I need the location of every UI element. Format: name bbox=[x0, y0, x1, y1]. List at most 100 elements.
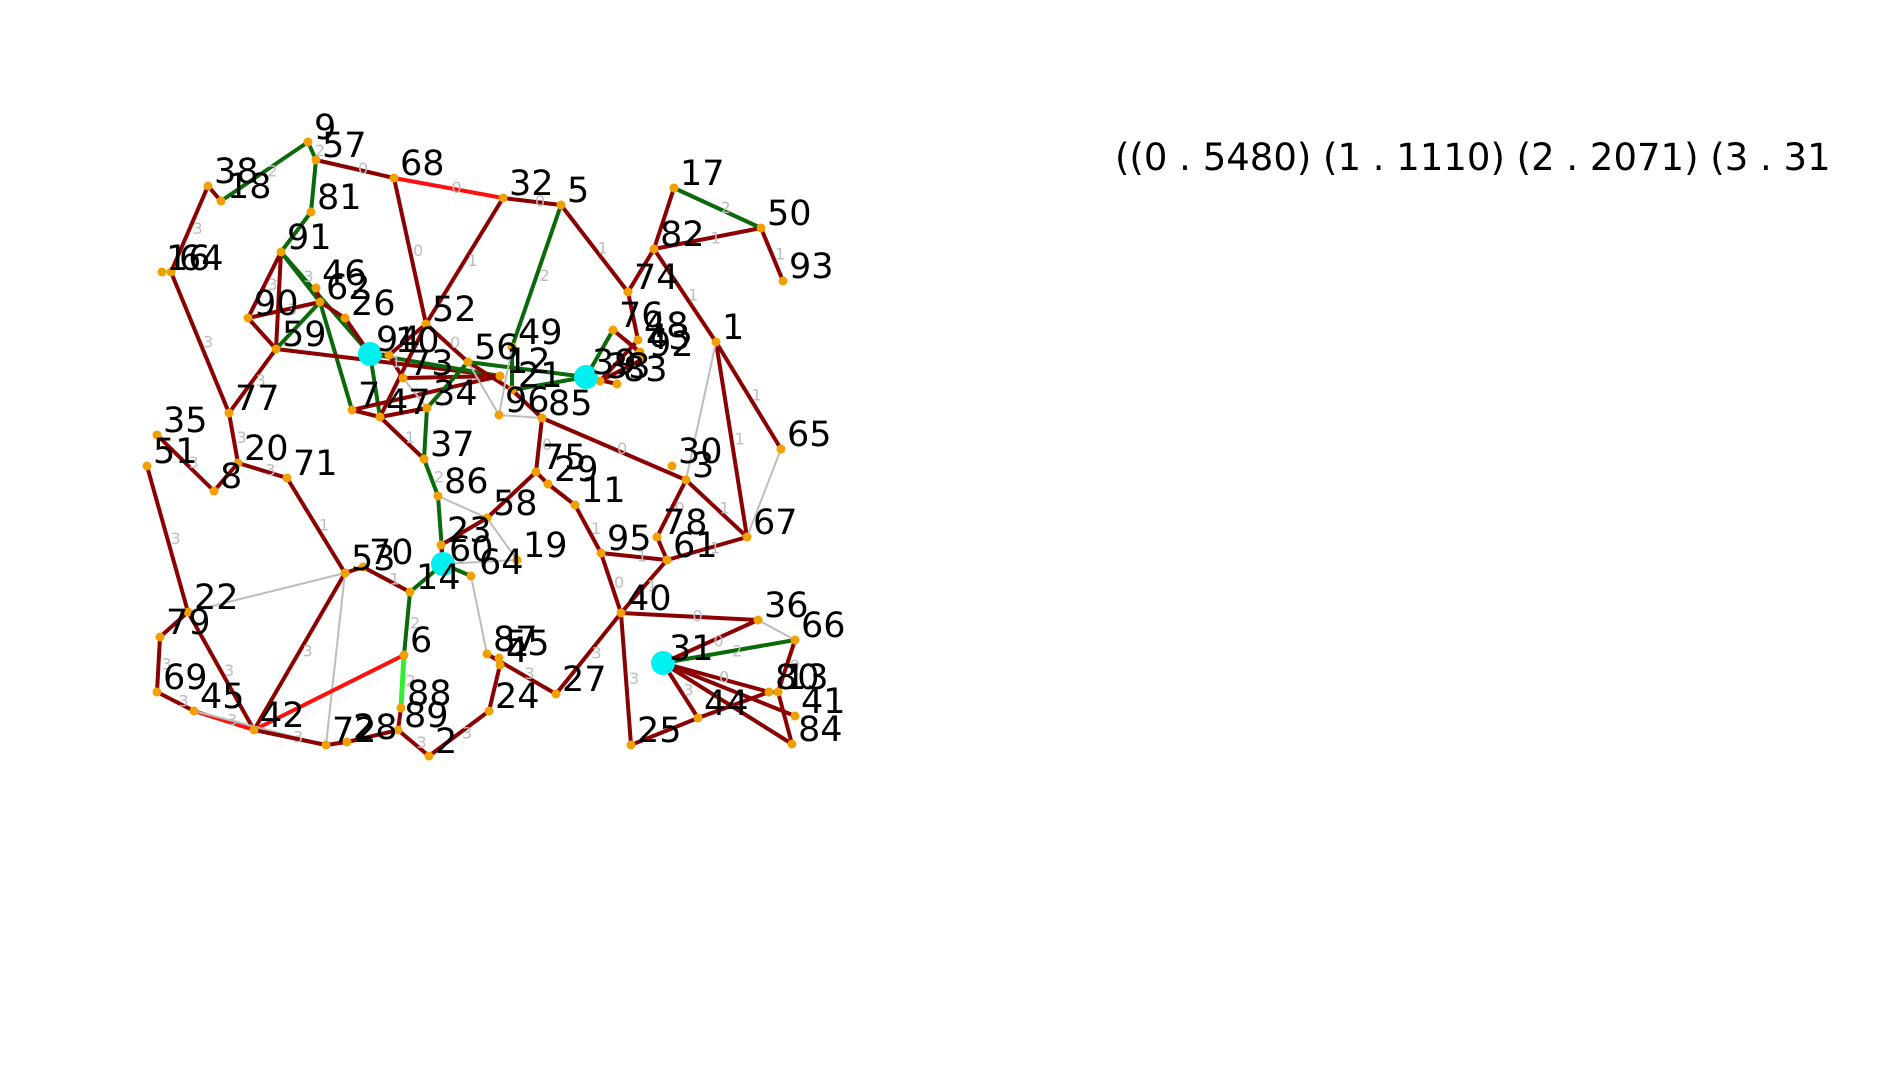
node-5 bbox=[556, 200, 566, 210]
edge-weight-label: 3 bbox=[629, 669, 639, 688]
node-46 bbox=[311, 283, 321, 293]
node-52 bbox=[421, 319, 431, 329]
node-label-23: 23 bbox=[447, 511, 492, 551]
node-label-77: 77 bbox=[235, 379, 280, 419]
edge-28-89 bbox=[345, 728, 400, 744]
edge-44-80 bbox=[696, 690, 771, 720]
node-label-48: 48 bbox=[644, 306, 689, 346]
edge-21-85 bbox=[510, 388, 544, 420]
node-62 bbox=[315, 297, 325, 307]
edge-weight-label: 1 bbox=[735, 430, 745, 449]
node-label-89: 89 bbox=[404, 696, 449, 736]
node-label-18: 18 bbox=[227, 167, 272, 207]
edge-85-3 bbox=[540, 416, 688, 482]
node-84 bbox=[787, 739, 797, 749]
edge-69-45 bbox=[155, 690, 196, 713]
edge-79-69 bbox=[155, 635, 162, 694]
node-label-51: 51 bbox=[153, 432, 198, 472]
edge-weight-label: 2 bbox=[406, 672, 416, 691]
edge-61-67 bbox=[665, 535, 749, 562]
node-label-46: 46 bbox=[322, 254, 367, 294]
node-label-8: 8 bbox=[220, 457, 242, 497]
edge-9-18 bbox=[219, 140, 310, 203]
node-27 bbox=[551, 689, 561, 699]
node-label-22: 22 bbox=[194, 578, 239, 618]
node-13 bbox=[773, 687, 783, 697]
node-label-59: 59 bbox=[282, 315, 327, 355]
edge-64-87 bbox=[470, 575, 488, 655]
edge-weight-label: 3 bbox=[266, 461, 276, 480]
nodes-layer bbox=[142, 137, 800, 761]
node-label-66: 66 bbox=[801, 606, 846, 646]
node-label-57: 57 bbox=[322, 126, 367, 166]
node-18 bbox=[216, 196, 226, 206]
node-label-83: 83 bbox=[623, 350, 668, 390]
node-label-31: 31 bbox=[669, 629, 714, 669]
edges-layer bbox=[145, 140, 797, 758]
node-label-53: 53 bbox=[351, 539, 396, 579]
edge-36-66 bbox=[757, 619, 796, 641]
edge-weight-label: 1 bbox=[637, 547, 647, 566]
edge-96-85 bbox=[498, 414, 543, 419]
node-label-60: 60 bbox=[449, 530, 494, 570]
edge-1-67 bbox=[714, 340, 749, 539]
edge-64-77 bbox=[169, 270, 231, 415]
node-23 bbox=[436, 540, 446, 550]
edge-weight-label: 1 bbox=[711, 229, 721, 248]
edge-weight-label: 3 bbox=[171, 529, 181, 548]
edge-40-36 bbox=[619, 611, 760, 622]
edge-91-59 bbox=[274, 250, 283, 351]
node-label-16: 16 bbox=[166, 239, 211, 279]
node-label-64: 64 bbox=[179, 239, 224, 279]
node-43 bbox=[635, 347, 645, 357]
edge-20-8 bbox=[212, 461, 240, 493]
node-14 bbox=[405, 587, 415, 597]
edge-weight-label: 3 bbox=[203, 333, 213, 352]
node-24 bbox=[484, 706, 494, 716]
node-30 bbox=[667, 461, 677, 471]
edge-weight-label: 2 bbox=[540, 266, 550, 285]
node-26 bbox=[340, 313, 350, 323]
node-35 bbox=[152, 430, 162, 440]
edge-20-71 bbox=[236, 461, 289, 480]
node-77 bbox=[224, 408, 234, 418]
node-69 bbox=[152, 687, 162, 697]
edge-34-56 bbox=[425, 360, 470, 410]
edge-71-53 bbox=[285, 476, 347, 575]
node-86 bbox=[433, 491, 443, 501]
node-61 bbox=[662, 555, 672, 565]
edge-27-40 bbox=[554, 611, 623, 696]
edge-6-88 bbox=[398, 652, 407, 711]
node-label-21: 21 bbox=[518, 356, 563, 396]
node-label-84: 84 bbox=[798, 710, 843, 750]
edge-weight-label: 0 bbox=[413, 241, 423, 260]
node-label-17: 17 bbox=[680, 154, 725, 194]
edge-68-32 bbox=[392, 176, 505, 200]
edge-weight-label: 3 bbox=[162, 655, 172, 674]
node-42 bbox=[249, 725, 259, 735]
edge-42-72 bbox=[252, 728, 328, 747]
node-label-42: 42 bbox=[260, 696, 305, 736]
node-label-49: 49 bbox=[518, 313, 563, 353]
node-29 bbox=[543, 479, 553, 489]
edge-weight-label: 1 bbox=[775, 245, 785, 264]
node-82 bbox=[649, 244, 659, 254]
node-64 bbox=[166, 267, 176, 277]
node-4 bbox=[495, 660, 505, 670]
edge-6-42 bbox=[252, 653, 406, 732]
edge-31-41 bbox=[661, 661, 797, 718]
edge-49-96 bbox=[498, 346, 513, 416]
edge-52-10 bbox=[387, 322, 428, 357]
node-17 bbox=[669, 183, 679, 193]
node-50 bbox=[756, 223, 766, 233]
node-label-50: 50 bbox=[767, 194, 812, 234]
node-81 bbox=[306, 207, 316, 217]
node-label-4: 4 bbox=[506, 631, 528, 671]
node-label-25: 25 bbox=[637, 711, 682, 751]
edge-52-56 bbox=[424, 322, 470, 364]
node-89 bbox=[393, 725, 403, 735]
node-label-56: 56 bbox=[474, 328, 519, 368]
edge-weight-label: 2 bbox=[732, 642, 742, 661]
edge-59-77 bbox=[227, 347, 278, 415]
